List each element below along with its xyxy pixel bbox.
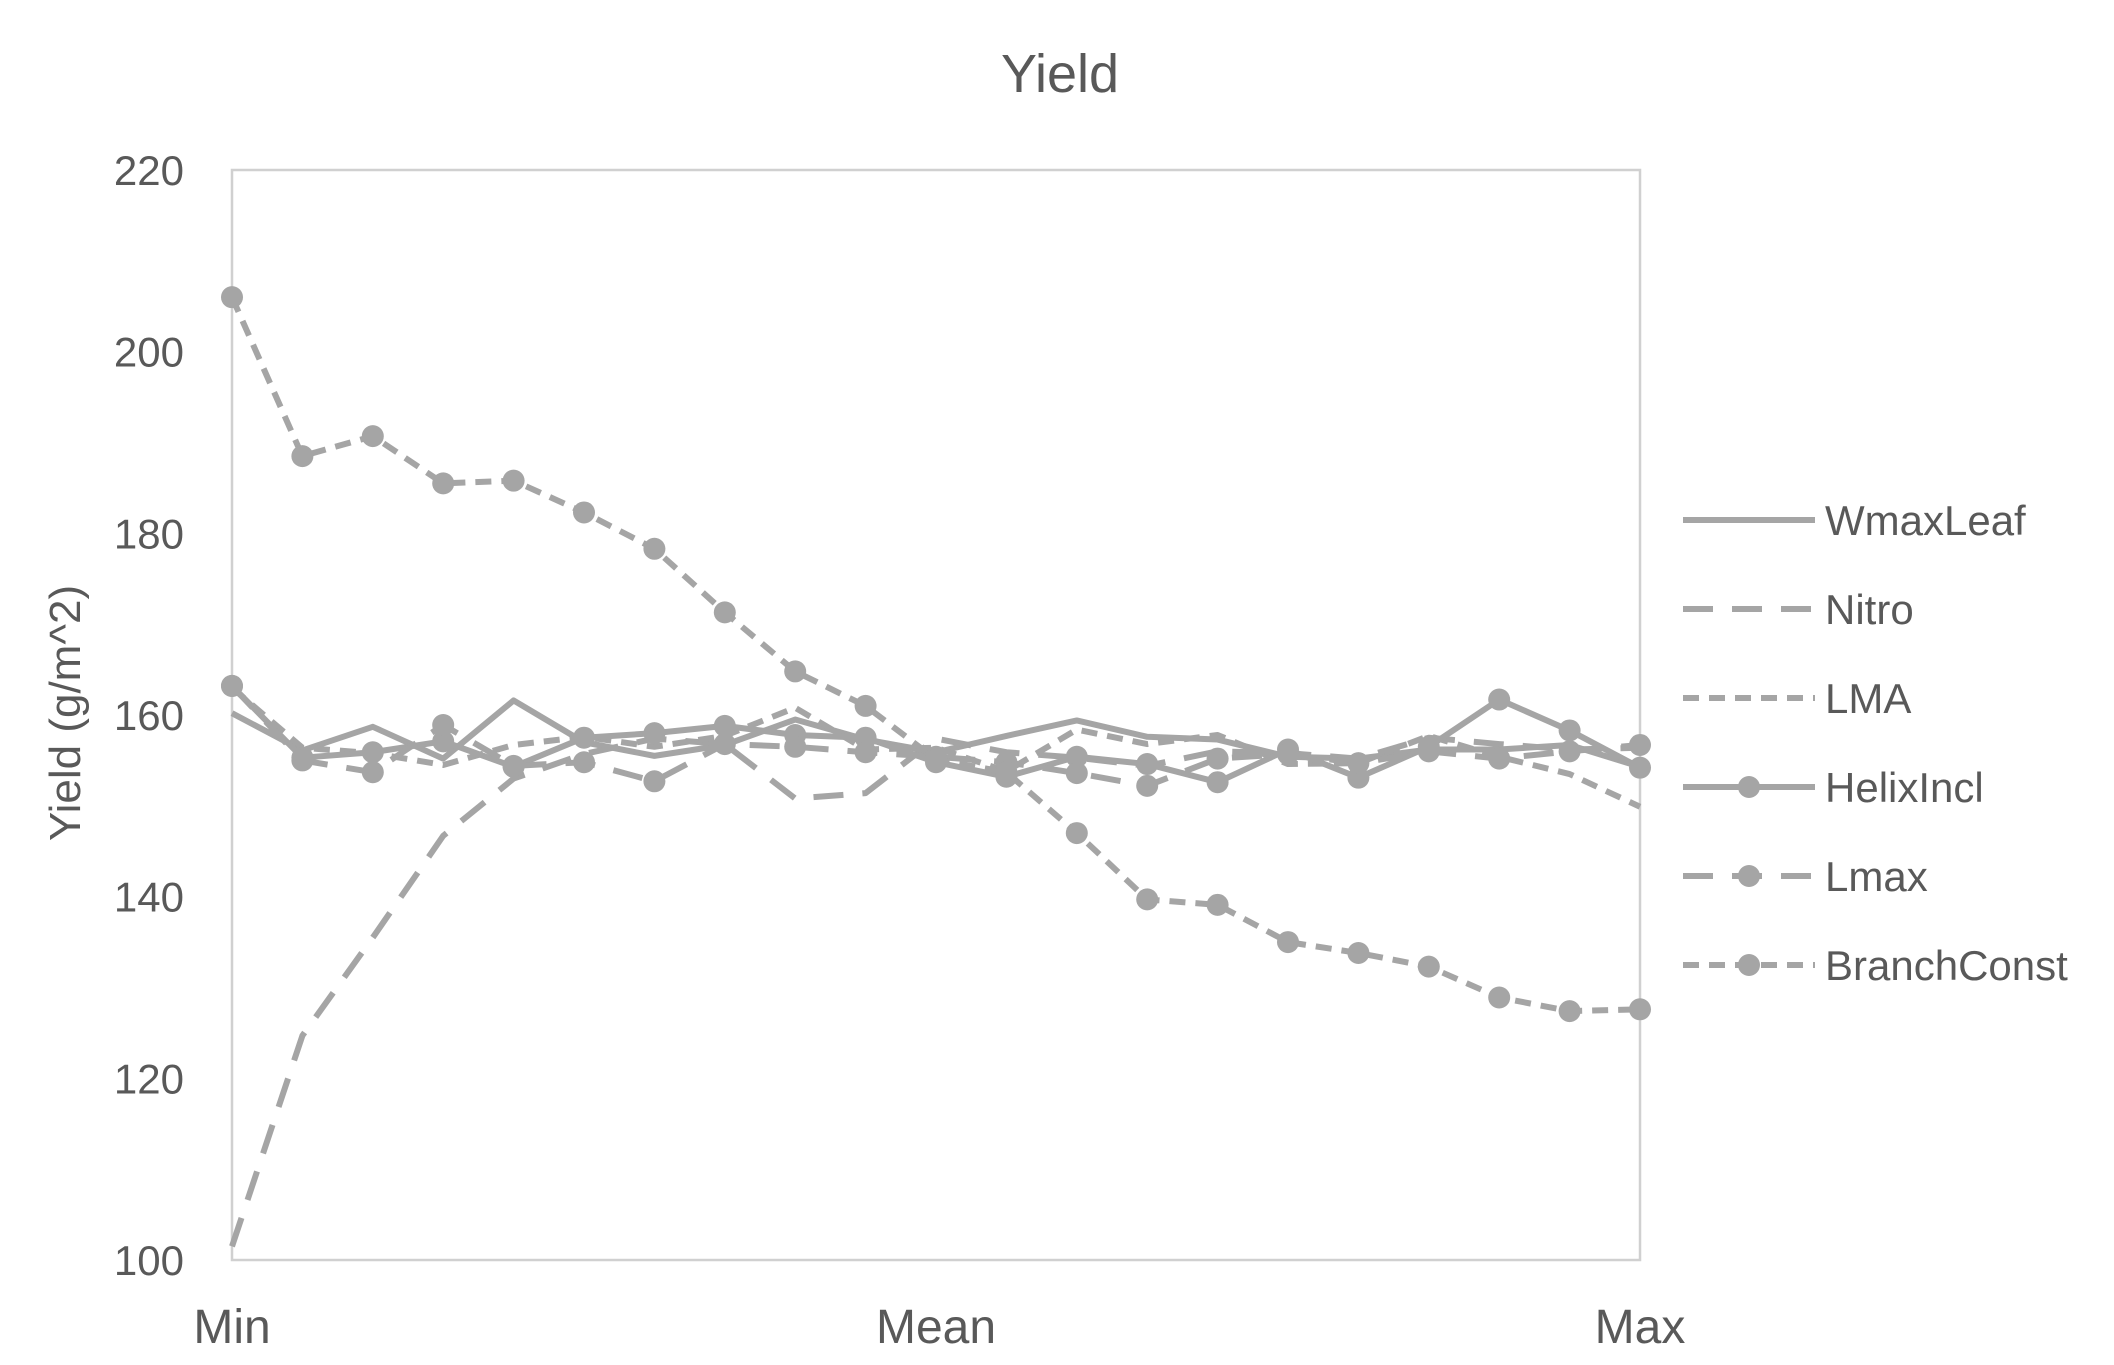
x-tick-label: Min xyxy=(193,1301,270,1354)
data-point xyxy=(361,425,384,448)
data-point xyxy=(854,741,877,764)
series-BranchConst xyxy=(221,286,1651,1023)
data-point xyxy=(713,733,736,756)
legend-label: Nitro xyxy=(1825,586,1914,633)
data-point xyxy=(502,469,525,492)
legend-marker xyxy=(1738,776,1760,798)
x-axis-ticks: Min Mean Max xyxy=(193,1301,1685,1354)
data-point xyxy=(643,770,666,793)
data-point xyxy=(854,694,877,717)
legend-item: Nitro xyxy=(1683,586,1914,633)
data-point xyxy=(361,761,384,784)
data-point xyxy=(1065,745,1088,768)
data-point xyxy=(432,472,455,495)
legend-marker xyxy=(1738,954,1760,976)
legend-label: WmaxLeaf xyxy=(1825,497,2026,544)
data-point xyxy=(643,537,666,560)
data-point xyxy=(1136,774,1159,797)
series-layer xyxy=(221,286,1651,1248)
data-point xyxy=(1488,747,1511,770)
data-point xyxy=(784,660,807,683)
data-point xyxy=(361,741,384,764)
data-point xyxy=(713,601,736,624)
series-line xyxy=(229,295,1641,1015)
data-point xyxy=(643,722,666,745)
data-point xyxy=(573,501,595,524)
data-point xyxy=(1558,740,1581,763)
data-point xyxy=(573,751,595,774)
data-point xyxy=(1277,931,1299,954)
legend-item: HelixIncl xyxy=(1683,764,1984,811)
legend-label: LMA xyxy=(1825,675,1911,722)
legend-item: BranchConst xyxy=(1683,942,2068,989)
legend-label: BranchConst xyxy=(1825,942,2068,989)
legend-item: WmaxLeaf xyxy=(1683,497,2026,544)
legend-item: LMA xyxy=(1683,675,1911,722)
y-tick-label: 180 xyxy=(114,510,184,557)
data-point xyxy=(925,748,947,771)
y-axis-title: Yield (g/m^2) xyxy=(41,585,90,841)
data-point xyxy=(1629,733,1651,756)
data-point xyxy=(573,726,595,749)
data-point xyxy=(995,761,1018,784)
data-point xyxy=(221,674,243,697)
series-Nitro xyxy=(229,734,1641,1248)
legend: WmaxLeaf Nitro LMA HelixIncl Lmax BranchConst xyxy=(1683,497,2068,989)
series-line xyxy=(229,734,1641,1248)
data-point xyxy=(291,445,314,468)
data-point xyxy=(1417,740,1440,763)
data-point xyxy=(1417,955,1440,978)
x-tick-label: Mean xyxy=(876,1301,996,1354)
data-point xyxy=(291,749,314,772)
data-point xyxy=(713,714,736,737)
legend-marker xyxy=(1738,865,1760,887)
data-point xyxy=(1206,893,1229,916)
data-point xyxy=(1629,998,1651,1021)
y-tick-label: 100 xyxy=(114,1237,184,1284)
data-point xyxy=(1136,753,1159,776)
legend-item: Lmax xyxy=(1683,853,1928,900)
y-axis-ticks: 100 120 140 160 180 200 220 xyxy=(114,147,184,1284)
x-tick-label: Max xyxy=(1595,1301,1686,1354)
data-point xyxy=(502,754,525,777)
data-point xyxy=(1488,986,1511,1009)
y-tick-label: 120 xyxy=(114,1055,184,1102)
y-tick-label: 200 xyxy=(114,329,184,376)
data-point xyxy=(1206,771,1229,794)
legend-label: Lmax xyxy=(1825,853,1928,900)
data-point xyxy=(1347,941,1370,964)
data-point xyxy=(1277,743,1299,766)
data-point xyxy=(1136,888,1159,911)
data-point xyxy=(432,713,455,736)
data-point xyxy=(1065,822,1088,845)
data-point xyxy=(1065,762,1088,785)
data-point xyxy=(1488,688,1511,711)
y-tick-label: 220 xyxy=(114,147,184,194)
data-point xyxy=(1347,752,1370,775)
data-point xyxy=(784,735,807,758)
data-point xyxy=(221,286,243,309)
series-line xyxy=(229,683,1641,789)
data-point xyxy=(1558,1000,1581,1023)
y-tick-label: 160 xyxy=(114,692,184,739)
data-point xyxy=(1629,756,1651,779)
series-HelixIncl xyxy=(221,674,1651,794)
chart-title: Yield xyxy=(1001,44,1119,104)
data-point xyxy=(432,730,455,753)
y-tick-label: 140 xyxy=(114,874,184,921)
data-point xyxy=(1206,747,1229,770)
data-point xyxy=(1558,719,1581,742)
legend-label: HelixIncl xyxy=(1825,764,1984,811)
